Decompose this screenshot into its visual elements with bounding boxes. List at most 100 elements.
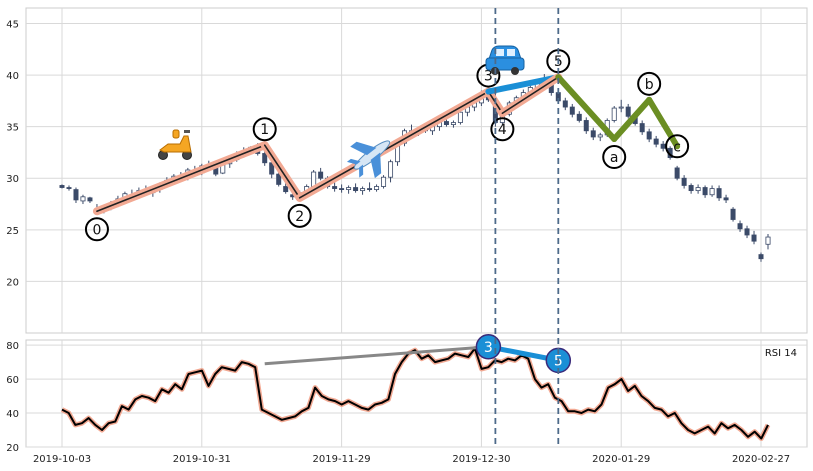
candle-body — [360, 188, 366, 192]
candle-body — [765, 236, 771, 245]
x-tick-label: 2019-11-29 — [313, 454, 371, 465]
rsi-legend: RSI 14 — [765, 348, 797, 359]
price-panel: 20 25 30 35 40 45 0 1 2 3 45 a b c — [6, 7, 808, 334]
candle-body — [737, 223, 743, 230]
candle-body — [450, 122, 456, 125]
candle-body — [318, 171, 324, 179]
candle-body — [744, 228, 750, 236]
x-tick-label: 2020-01-29 — [592, 454, 650, 465]
wave-label-circle — [84, 217, 109, 242]
airplane-icon — [346, 140, 391, 179]
candle-body — [688, 185, 694, 192]
wave-label: 1 — [260, 122, 269, 138]
price-y-tick-label: 45 — [6, 19, 19, 30]
price-y-tick-label: 30 — [6, 174, 19, 185]
candle-body — [87, 197, 93, 202]
wave-label: 2 — [295, 209, 304, 225]
x-axis-ticks: 2019-10-03 2019-10-31 2019-11-29 2019-12-30… — [33, 454, 790, 465]
candle-body — [381, 176, 387, 187]
candle-body — [73, 189, 79, 201]
rsi-divergence: 35 — [475, 334, 572, 374]
candle-body — [660, 143, 666, 149]
price-y-tick-label: 20 — [6, 277, 19, 288]
candle-body — [346, 187, 352, 190]
candle-body — [702, 187, 708, 196]
candle-body — [66, 187, 72, 189]
price-grid — [26, 8, 807, 333]
rsi-divergence-marker — [475, 334, 502, 360]
candle-body — [388, 161, 394, 178]
impulse-wave-line — [501, 76, 560, 115]
candle-body — [611, 107, 617, 121]
wave-label-circle — [602, 145, 627, 170]
rsi-panel: 20 40 60 80 35 RSI 14 — [6, 334, 808, 454]
candle-body — [367, 188, 373, 190]
wave-label-circle — [287, 203, 312, 228]
price-y-tick-label: 35 — [6, 123, 19, 134]
candle-body — [374, 186, 380, 190]
rsi-y-tick-label: 60 — [6, 375, 19, 386]
candle-body — [646, 131, 652, 140]
wave-label: c — [673, 139, 681, 155]
wave-label: 4 — [498, 122, 507, 138]
candle-body — [311, 171, 317, 187]
candle-body — [576, 113, 582, 121]
candle-body — [283, 186, 289, 193]
rsi-divergence-label: 3 — [484, 340, 493, 356]
x-tick-label: 2019-10-31 — [173, 454, 231, 465]
candle-body — [639, 123, 645, 133]
impulse-wave-line — [96, 144, 266, 213]
candle-body — [262, 153, 268, 164]
candle-body — [353, 187, 359, 192]
wave-label-circle — [665, 134, 690, 159]
candle-body — [276, 173, 282, 185]
wave-label: 0 — [92, 222, 101, 238]
candle-body — [597, 134, 603, 138]
impulse-wave-line — [298, 90, 490, 199]
corrective-wave-line — [611, 96, 653, 143]
candle-body — [730, 208, 736, 220]
price-y-tick-label: 40 — [6, 71, 19, 82]
candle-body — [681, 177, 687, 186]
candle-body — [723, 197, 729, 201]
wave-label: b — [645, 77, 654, 93]
wave-3-5-line — [485, 74, 562, 95]
rsi-grid — [26, 340, 807, 448]
rsi-trend-line — [264, 345, 489, 366]
candle-body — [625, 106, 631, 117]
price-plot-area — [25, 7, 808, 334]
x-tick-label: 2019-10-03 — [33, 454, 91, 465]
rsi-y-ticks: 20 40 60 80 — [6, 341, 19, 454]
wave-vertical-lines — [494, 8, 560, 447]
candle-body — [716, 188, 722, 199]
candle-body — [59, 185, 65, 188]
corrective-wave-line — [646, 96, 681, 150]
wave-label: 3 — [484, 69, 493, 85]
candle-body — [339, 188, 345, 190]
price-y-ticks: 20 25 30 35 40 45 — [6, 19, 19, 288]
rsi-y-tick-label: 20 — [6, 443, 19, 454]
price-y-tick-label: 25 — [6, 226, 19, 237]
wave-label: a — [610, 150, 619, 166]
rsi-y-tick-label: 40 — [6, 409, 19, 420]
x-tick-label: 2019-12-30 — [452, 454, 510, 465]
rsi-plot-area — [25, 339, 808, 448]
rsi-line-path — [61, 347, 769, 440]
candle-body — [457, 111, 463, 123]
candle-body — [583, 120, 589, 132]
scooter-icon — [158, 129, 192, 160]
candle-body — [618, 106, 624, 109]
x-tick-label: 2020-02-27 — [732, 454, 790, 465]
candle-body — [695, 187, 701, 192]
candle-body — [758, 254, 764, 260]
candle-body — [569, 106, 575, 115]
candle-body — [751, 234, 757, 242]
candle-body — [562, 100, 568, 108]
rsi-y-tick-label: 80 — [6, 341, 19, 352]
candle-body — [653, 138, 659, 145]
candle-body — [332, 186, 338, 189]
candle-body — [443, 121, 449, 125]
elliott-wave-lines — [92, 73, 681, 216]
candle-body — [674, 167, 680, 179]
